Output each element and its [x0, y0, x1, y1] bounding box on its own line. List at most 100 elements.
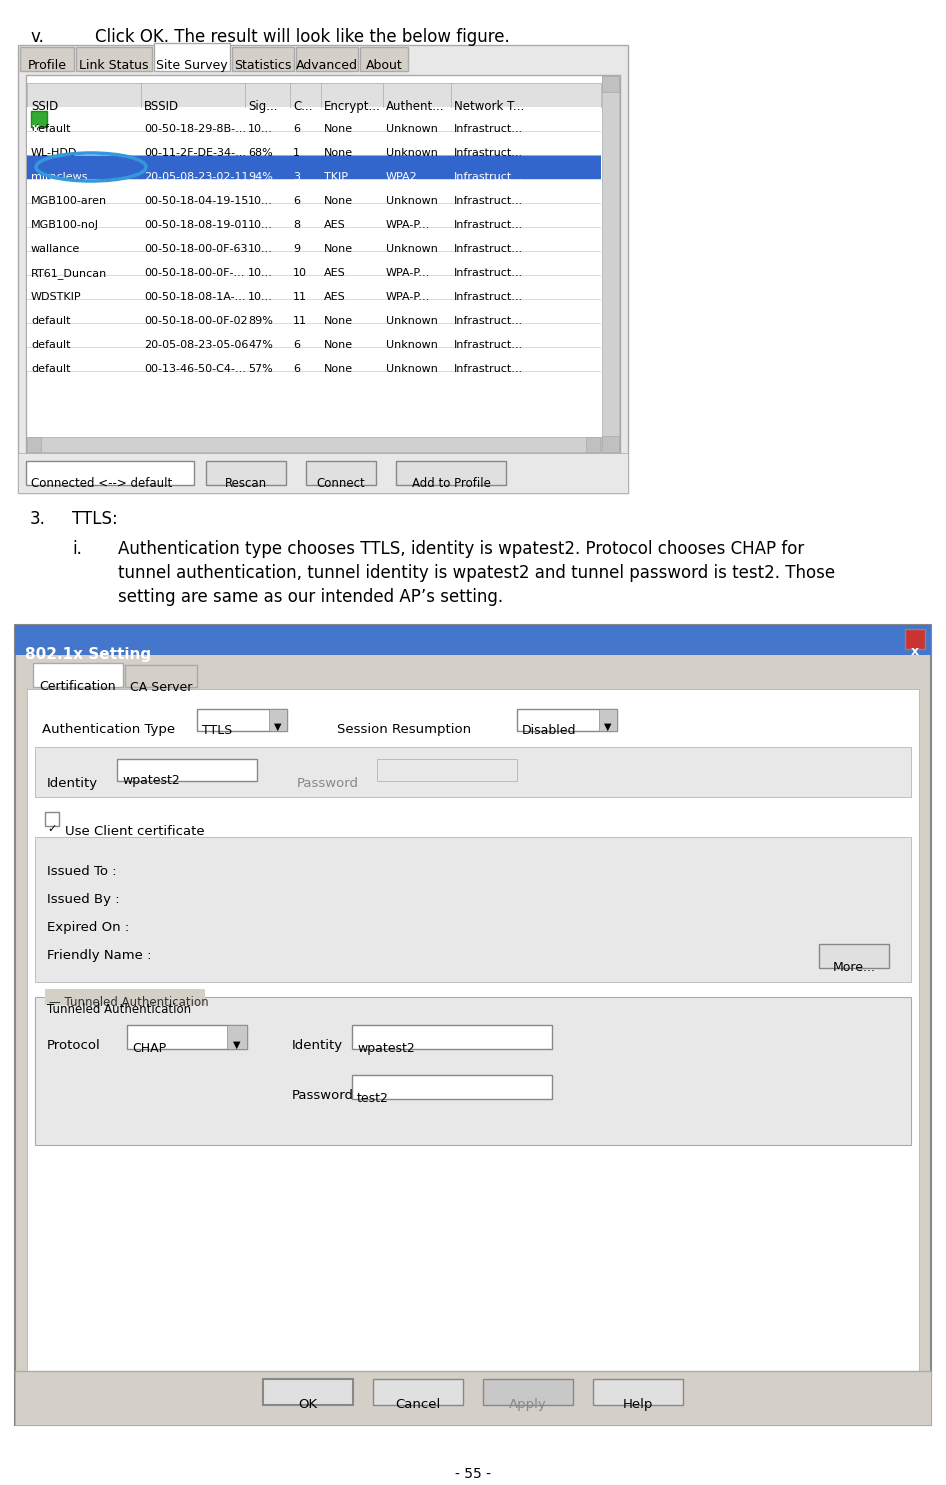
Text: Use Client certificate: Use Client certificate	[65, 826, 204, 838]
Text: Connect: Connect	[317, 477, 365, 490]
Text: More...: More...	[832, 961, 875, 974]
Text: Issued To :: Issued To :	[47, 864, 116, 878]
Text: Unknown: Unknown	[386, 125, 438, 134]
Text: x: x	[911, 644, 920, 658]
Text: 10...: 10...	[248, 267, 272, 278]
Text: 94%: 94%	[248, 172, 272, 183]
Bar	[127, 1025, 247, 1048]
Text: AES: AES	[324, 267, 345, 278]
Bar	[33, 662, 123, 688]
Text: MGB100-aren: MGB100-aren	[31, 196, 107, 206]
Text: Unknown: Unknown	[386, 316, 438, 327]
Text: OK: OK	[298, 1397, 318, 1411]
Bar	[296, 48, 358, 71]
Text: 6: 6	[293, 196, 300, 206]
Text: 68%: 68%	[248, 148, 272, 157]
Bar	[483, 1380, 573, 1405]
Text: Unknown: Unknown	[386, 244, 438, 254]
Bar	[18, 45, 628, 493]
Bar	[27, 347, 601, 371]
Bar	[27, 227, 601, 251]
Bar	[593, 1380, 683, 1405]
Text: v.: v.	[30, 28, 44, 46]
Text: Infrastruct...: Infrastruct...	[454, 244, 523, 254]
Text: Certification: Certification	[40, 680, 116, 693]
Text: Infrastruct...: Infrastruct...	[454, 220, 523, 230]
Bar	[27, 107, 601, 131]
Bar	[27, 689, 919, 1375]
Bar	[27, 437, 601, 451]
Text: 9: 9	[293, 244, 300, 254]
Text: Site Survey: Site Survey	[156, 59, 228, 71]
Text: WPA2: WPA2	[386, 172, 418, 183]
Bar	[602, 437, 619, 451]
Bar	[27, 275, 601, 298]
Text: Advanced: Advanced	[296, 59, 358, 71]
Text: RT61_Duncan: RT61_Duncan	[31, 267, 107, 279]
Text: Authentication type chooses TTLS, identity is wpatest2. Protocol chooses CHAP fo: Authentication type chooses TTLS, identi…	[118, 541, 804, 558]
Bar	[45, 812, 59, 826]
Text: 00-50-18-00-0F-02: 00-50-18-00-0F-02	[144, 316, 248, 327]
Bar	[27, 180, 601, 203]
Bar	[35, 838, 911, 982]
Bar	[517, 708, 617, 731]
Text: Infrastruct...: Infrastruct...	[454, 364, 523, 374]
Text: TTLS:: TTLS:	[72, 509, 117, 529]
Text: AES: AES	[324, 220, 345, 230]
Text: 10...: 10...	[248, 244, 272, 254]
Text: None: None	[324, 148, 353, 157]
Text: 57%: 57%	[248, 364, 272, 374]
Bar	[26, 76, 620, 453]
Bar	[35, 747, 911, 797]
Text: Unknown: Unknown	[386, 364, 438, 374]
Text: C...: C...	[293, 99, 312, 113]
Text: ✓: ✓	[47, 824, 57, 835]
Text: ▼: ▼	[604, 722, 612, 732]
Text: None: None	[324, 244, 353, 254]
Text: i.: i.	[72, 541, 82, 558]
Text: 00-50-18-00-0F-63: 00-50-18-00-0F-63	[144, 244, 248, 254]
Text: 00-50-18-08-19-01: 00-50-18-08-19-01	[144, 220, 249, 230]
Bar	[27, 154, 601, 180]
Bar	[352, 1075, 552, 1099]
Bar	[27, 298, 601, 324]
Text: miraclews: miraclews	[31, 172, 87, 183]
Text: TTLS: TTLS	[202, 725, 233, 737]
Bar	[15, 1371, 931, 1426]
Text: 00-50-18-04-19-15: 00-50-18-04-19-15	[144, 196, 249, 206]
Text: Infrastruct...: Infrastruct...	[454, 316, 523, 327]
Text: Authent...: Authent...	[386, 99, 445, 113]
Text: None: None	[324, 196, 353, 206]
Text: X: X	[32, 125, 40, 135]
Text: 20-05-08-23-02-11: 20-05-08-23-02-11	[144, 172, 249, 183]
Bar	[352, 1025, 552, 1048]
Bar	[586, 437, 600, 451]
Text: MGB100-noJ: MGB100-noJ	[31, 220, 99, 230]
Bar	[18, 453, 628, 493]
Bar	[15, 625, 931, 655]
Text: Expired On :: Expired On :	[47, 921, 130, 934]
Bar	[45, 989, 205, 1005]
Bar	[27, 437, 41, 451]
Text: Tunneled Authentication: Tunneled Authentication	[47, 1002, 191, 1016]
Text: CA Server: CA Server	[130, 682, 192, 693]
Text: SSID: SSID	[31, 99, 59, 113]
Text: None: None	[324, 125, 353, 134]
Bar	[227, 1025, 247, 1048]
Text: Add to Profile: Add to Profile	[412, 477, 490, 490]
Text: Unknown: Unknown	[386, 196, 438, 206]
Text: — Tunneled Authentication: — Tunneled Authentication	[49, 996, 209, 1008]
Text: TKIP: TKIP	[324, 172, 348, 183]
Bar	[819, 944, 889, 968]
Text: Link Status: Link Status	[79, 59, 149, 71]
Text: Click OK. The result will look like the below figure.: Click OK. The result will look like the …	[95, 28, 510, 46]
Text: WPA-P...: WPA-P...	[386, 267, 430, 278]
Text: 3: 3	[293, 172, 300, 183]
Text: 47%: 47%	[248, 340, 272, 350]
Bar	[27, 324, 601, 347]
Text: 20-05-08-23-05-06: 20-05-08-23-05-06	[144, 340, 249, 350]
Text: Infrastruct...: Infrastruct...	[454, 172, 523, 183]
Text: Profile: Profile	[27, 59, 66, 71]
Text: AES: AES	[324, 293, 345, 301]
Text: 6: 6	[293, 364, 300, 374]
